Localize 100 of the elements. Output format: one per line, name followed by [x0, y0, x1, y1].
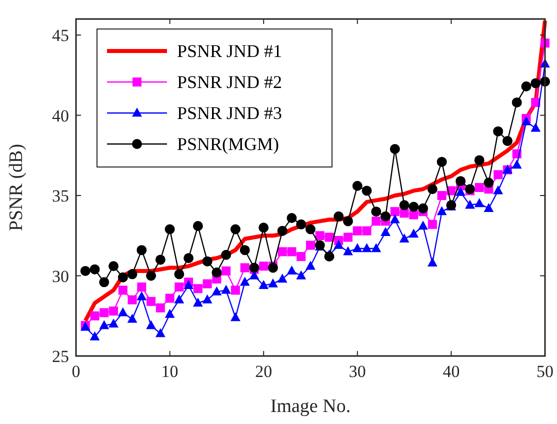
x-tick-label: 30 — [348, 362, 366, 381]
point — [164, 224, 175, 234]
x-tick-label: 20 — [255, 362, 272, 381]
point — [352, 243, 362, 252]
point — [221, 284, 232, 294]
point — [118, 307, 128, 316]
point — [399, 233, 410, 242]
y-axis-title: PSNR (dB) — [6, 144, 27, 232]
point — [268, 278, 278, 288]
point — [286, 266, 297, 275]
point — [136, 291, 147, 300]
legend-label: PSNR JND #3 — [177, 103, 282, 123]
point — [436, 206, 447, 216]
point — [155, 254, 166, 265]
y-tick-label: 40 — [52, 106, 69, 126]
point — [530, 122, 541, 132]
point — [306, 260, 316, 270]
point — [296, 270, 306, 280]
legend-label: PSNR JND #1 — [177, 41, 282, 61]
point — [99, 320, 110, 330]
point — [362, 243, 372, 252]
point — [474, 155, 484, 166]
point — [80, 266, 90, 276]
point — [474, 198, 484, 208]
y-tick-label: 30 — [52, 266, 69, 286]
point — [222, 266, 231, 276]
point — [165, 294, 174, 303]
point — [521, 116, 532, 126]
point — [484, 178, 494, 188]
point — [494, 170, 503, 180]
point — [192, 221, 203, 232]
point — [146, 296, 156, 306]
point — [399, 200, 410, 210]
legend-label: PSNR JND #2 — [177, 72, 282, 92]
x-tick-label: 0 — [72, 362, 80, 381]
x-tick-label: 10 — [161, 362, 178, 381]
x-tick-label: 50 — [536, 362, 554, 381]
y-tick-label: 35 — [52, 186, 69, 206]
point — [240, 276, 250, 286]
point — [90, 264, 100, 274]
point — [193, 284, 202, 294]
point — [202, 294, 212, 304]
point — [212, 286, 222, 296]
point — [155, 328, 166, 338]
point — [371, 206, 382, 217]
point — [418, 203, 428, 214]
point — [437, 191, 446, 200]
point — [530, 78, 541, 88]
point — [258, 222, 269, 233]
point — [306, 240, 315, 250]
point — [344, 232, 353, 242]
point — [371, 243, 382, 252]
point — [136, 245, 147, 256]
point — [409, 210, 418, 220]
point — [108, 261, 119, 272]
point — [324, 232, 334, 242]
point — [174, 294, 184, 304]
point — [502, 136, 512, 146]
point — [230, 224, 240, 234]
point — [521, 81, 532, 92]
point — [221, 250, 232, 260]
point — [99, 277, 110, 288]
point — [427, 258, 438, 267]
point — [128, 295, 137, 304]
point — [202, 279, 212, 288]
point — [259, 262, 268, 271]
point — [493, 185, 504, 194]
point — [428, 220, 437, 229]
point — [352, 180, 362, 191]
point — [390, 144, 400, 154]
point — [192, 298, 203, 307]
point — [174, 282, 184, 292]
point — [436, 156, 447, 167]
point — [164, 308, 175, 318]
point — [465, 200, 475, 209]
point — [258, 280, 269, 289]
point — [493, 126, 504, 136]
point — [334, 240, 344, 249]
point — [202, 256, 212, 266]
point — [184, 253, 194, 264]
point — [230, 286, 240, 295]
point — [137, 282, 146, 292]
point — [156, 303, 165, 312]
point — [352, 226, 362, 236]
point — [408, 202, 419, 212]
point — [278, 247, 287, 256]
point — [174, 269, 184, 280]
point — [306, 224, 316, 234]
point — [343, 246, 353, 256]
x-tick-label: 40 — [442, 362, 460, 381]
point — [230, 312, 240, 322]
point — [296, 219, 306, 230]
point — [474, 183, 484, 192]
point — [512, 97, 522, 108]
point — [372, 216, 381, 226]
legend-label: PSNR(MGM) — [177, 134, 280, 154]
point — [277, 274, 288, 283]
point — [90, 311, 100, 320]
point — [380, 227, 390, 236]
point — [380, 211, 391, 222]
